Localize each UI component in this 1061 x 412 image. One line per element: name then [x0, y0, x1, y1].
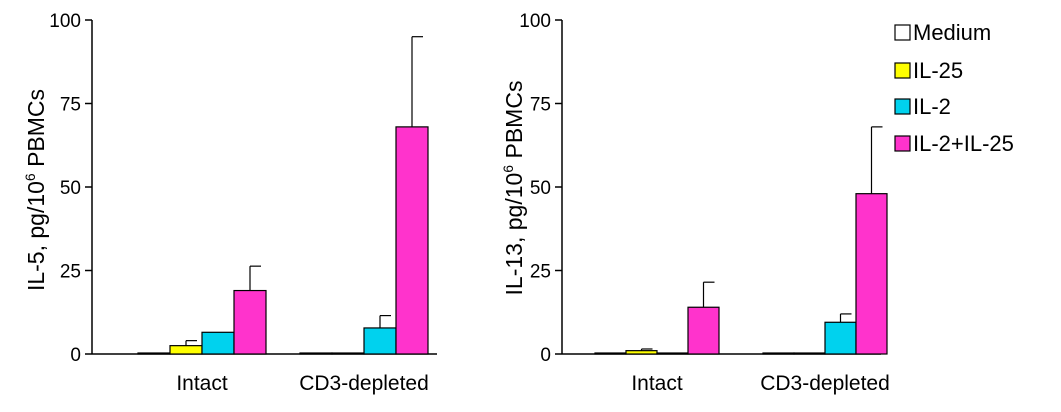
bar-intact-medium	[594, 352, 627, 355]
bar-cd3-depleted-il-25	[331, 352, 365, 355]
legend-swatch-medium	[894, 24, 911, 41]
y-tick-label: 0	[540, 345, 551, 366]
y-tick-label: 100	[519, 11, 551, 32]
bar-intact-il-2	[656, 352, 689, 355]
y-tick-label: 0	[70, 345, 81, 366]
y-axis-label-suffix: PBMCs	[501, 81, 527, 165]
legend-item-medium: Medium	[894, 20, 991, 45]
bar-intact-il-2-il-25	[233, 289, 267, 355]
legend-label-medium: Medium	[913, 20, 991, 45]
category-label-cd3-depleted: CD3-depleted	[760, 372, 890, 395]
bar-cd3-depleted-medium	[762, 352, 795, 355]
bar-cd3-depleted-il-2	[363, 327, 397, 355]
bar-intact-medium	[137, 352, 171, 355]
bar-cd3-depleted-il-2-il-25	[855, 193, 888, 355]
y-tick-label: 75	[60, 95, 81, 116]
bar-intact-il-2	[201, 331, 235, 355]
y-tick-label: 50	[60, 178, 81, 199]
y-axis-label-superscript: 6	[500, 165, 516, 173]
legend-item-il2: IL-2	[894, 94, 951, 119]
y-axis-label-suffix: PBMCs	[23, 89, 49, 173]
legend: Medium IL-25 IL-2 IL-2+IL-25	[894, 20, 1014, 156]
y-tick-label: 75	[530, 95, 551, 116]
il5-panel: 0 25 50 75 100 IL-5, pg/106 PBMCs Intact CD3-de…	[22, 11, 437, 395]
legend-item-il25: IL-25	[894, 58, 963, 83]
y-tick-label: 50	[530, 178, 551, 199]
y-axis-label-superscript: 6	[22, 173, 38, 181]
bar-intact-il-25	[625, 350, 658, 355]
il13-panel: 0 25 50 75 100 IL-13, pg/106 PBMCs Intact CD3-d…	[500, 11, 890, 395]
y-tick-label: 100	[49, 11, 81, 32]
bar-cd3-depleted-il-25	[793, 352, 826, 355]
y-tick-label: 25	[60, 262, 81, 283]
bar-cd3-depleted-il-2-il-25	[395, 126, 429, 355]
legend-label-il25: IL-25	[913, 58, 963, 83]
legend-label-il2-il25: IL-2+IL-25	[913, 131, 1014, 156]
y-tick-label: 25	[530, 262, 551, 283]
bar-cd3-depleted-medium	[299, 352, 333, 355]
category-label-cd3-depleted: CD3-depleted	[299, 372, 429, 395]
legend-item-il2-il25: IL-2+IL-25	[894, 131, 1014, 156]
y-axis-label: IL-5, pg/106 PBMCs	[22, 89, 49, 291]
category-label-intact: Intact	[176, 372, 228, 395]
y-axis-label-main: IL-5, pg/10	[23, 181, 49, 291]
legend-swatch-il2-il25	[894, 135, 911, 152]
bar-intact-il-2-il-25	[687, 306, 720, 355]
bar-intact-il-25	[169, 345, 203, 355]
legend-label-il2: IL-2	[913, 94, 951, 119]
category-label-intact: Intact	[631, 372, 683, 395]
y-axis-label: IL-13, pg/106 PBMCs	[500, 81, 527, 296]
legend-swatch-il25	[894, 62, 911, 79]
y-axis-label-main: IL-13, pg/10	[501, 173, 527, 296]
bar-cd3-depleted-il-2	[824, 321, 857, 355]
legend-swatch-il2	[894, 98, 911, 115]
